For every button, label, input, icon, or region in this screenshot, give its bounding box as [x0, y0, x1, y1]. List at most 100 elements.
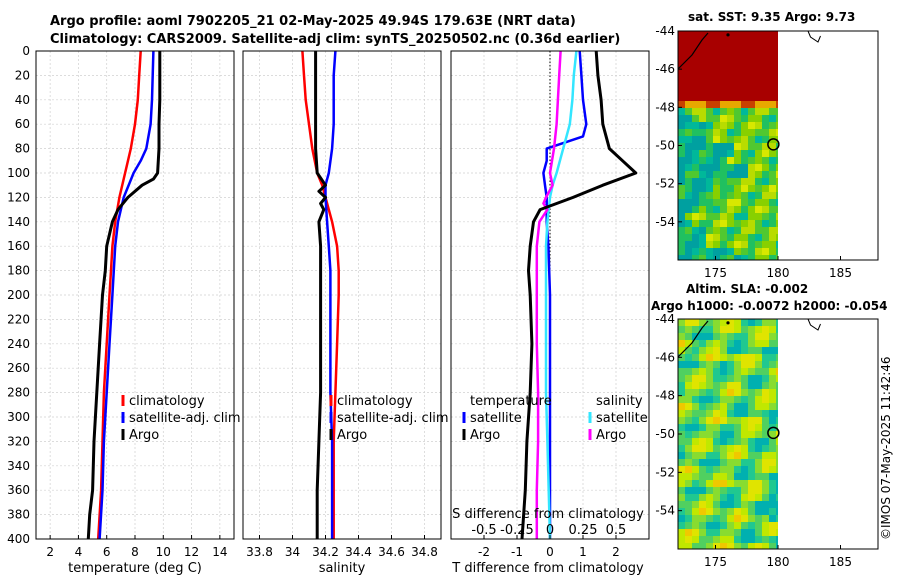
sst-map-cell	[762, 38, 769, 45]
sla-map-cell	[769, 508, 776, 515]
sst-map-cell	[692, 87, 699, 94]
sla-map-cell	[734, 459, 741, 466]
sla-map-cell	[727, 354, 734, 361]
sst-map-cell	[692, 157, 699, 164]
sla-map-cell	[713, 382, 720, 389]
sst-map-cell	[769, 52, 776, 59]
temp-xtick-label: 14	[212, 545, 227, 559]
sst-map-cell	[762, 101, 769, 108]
sla-map-cell	[713, 354, 720, 361]
sla-map-cell	[755, 459, 762, 466]
sst-map-cell	[776, 164, 778, 171]
sst-map-cell	[734, 143, 741, 150]
sst-map-cell	[678, 178, 685, 185]
sst-map-cell	[678, 213, 685, 220]
sst-map-cell	[720, 31, 727, 38]
sst-map-cell	[776, 234, 778, 241]
sla-map-cell	[776, 389, 778, 396]
sla-map-cell	[734, 501, 741, 508]
sst-map-cell	[699, 101, 706, 108]
sst-map-cell	[699, 150, 706, 157]
sst-map-cell	[692, 199, 699, 206]
sla-map-cell	[762, 536, 769, 543]
sst-map-cell	[692, 73, 699, 80]
sla-map-ytick-label: -48	[655, 389, 675, 403]
sla-map-cell	[762, 326, 769, 333]
sla-map-cell	[727, 480, 734, 487]
sst-map-cell	[713, 52, 720, 59]
sst-map-cell	[734, 38, 741, 45]
sst-map-cell	[720, 115, 727, 122]
sst-map-cell	[762, 157, 769, 164]
sst-map-cell	[769, 143, 776, 150]
sst-map-cell	[720, 122, 727, 129]
sst-map-cell	[720, 59, 727, 66]
sst-map-cell	[699, 52, 706, 59]
sst-map-cell	[748, 164, 755, 171]
sla-map-cell	[741, 396, 748, 403]
sst-map-cell	[741, 206, 748, 213]
sst-map-cell	[699, 171, 706, 178]
sla-map-cell	[706, 403, 713, 410]
sst-map-cell	[776, 66, 778, 73]
sst-map-cell	[706, 80, 713, 87]
sst-map-cell	[692, 248, 699, 255]
sst-map-cell	[741, 150, 748, 157]
sla-map-cell	[713, 424, 720, 431]
sla-map-cell	[699, 480, 706, 487]
sst-map-cell	[769, 59, 776, 66]
sla-map-cell	[776, 333, 778, 340]
sst-map-cell	[776, 171, 778, 178]
sst-map-cell	[685, 94, 692, 101]
sst-map-cell	[734, 220, 741, 227]
sla-map-cell	[748, 459, 755, 466]
sst-map-cell	[762, 52, 769, 59]
sst-map-cell	[713, 101, 720, 108]
sla-map-cell	[706, 501, 713, 508]
sla-map-cell	[734, 333, 741, 340]
sst-map-cell	[699, 234, 706, 241]
sst-map-cell	[776, 150, 778, 157]
sla-map-cell	[713, 536, 720, 543]
sla-map-cell	[755, 438, 762, 445]
sla-map-cell	[734, 368, 741, 375]
sst-map-cell	[678, 45, 685, 52]
sla-map-cell	[734, 494, 741, 501]
sst-map-cell	[678, 150, 685, 157]
sst-map-cell	[706, 143, 713, 150]
sst-map-cell	[762, 185, 769, 192]
sst-map-cell	[748, 66, 755, 73]
sst-map-cell	[692, 241, 699, 248]
sla-map-cell	[713, 347, 720, 354]
sst-map-cell	[713, 220, 720, 227]
sst-map-cell	[776, 87, 778, 94]
sst-map-cell	[706, 38, 713, 45]
sst-map-cell	[776, 101, 778, 108]
sla-map-cell	[734, 340, 741, 347]
sla-map-cell	[720, 529, 727, 536]
sla-map-cell	[699, 445, 706, 452]
sla-map-cell	[713, 494, 720, 501]
sla-map-cell	[713, 368, 720, 375]
sla-map-cell	[713, 375, 720, 382]
sst-map-cell	[769, 87, 776, 94]
sla-map-cell	[706, 396, 713, 403]
sst-map-cell	[678, 227, 685, 234]
sst-map-cell	[776, 38, 778, 45]
sla-map-cell	[776, 361, 778, 368]
sla-map-cell	[685, 522, 692, 529]
sst-map-cell	[685, 227, 692, 234]
sla-map-cell	[678, 445, 685, 452]
sla-map-cell	[776, 452, 778, 459]
sst-map-cell	[720, 66, 727, 73]
sst-map-cell	[727, 185, 734, 192]
sst-map-cell	[769, 157, 776, 164]
sst-map-cell	[706, 122, 713, 129]
sst-map-cell	[706, 66, 713, 73]
sla-map-cell	[755, 501, 762, 508]
sst-map-cell	[692, 94, 699, 101]
sla-map-cell	[741, 410, 748, 417]
sla-map-cell	[769, 459, 776, 466]
sla-map-cell	[699, 487, 706, 494]
sla-map-island	[726, 321, 730, 325]
